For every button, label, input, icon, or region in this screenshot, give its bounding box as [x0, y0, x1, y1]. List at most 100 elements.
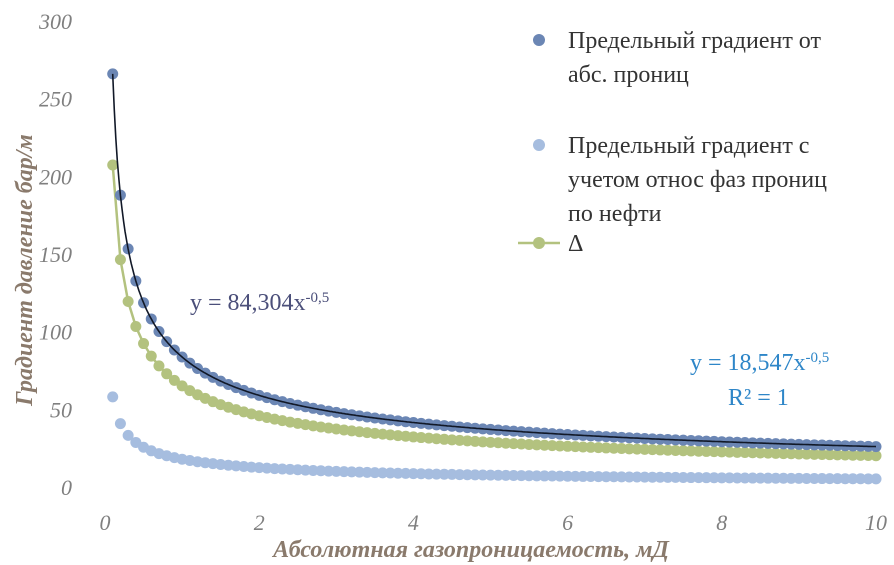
- data-point: [847, 449, 859, 461]
- data-point: [538, 470, 550, 482]
- y-axis-ticks: 0 50 100 150 200 250 300: [38, 9, 72, 500]
- data-point: [716, 472, 728, 484]
- data-point: [384, 467, 396, 479]
- data-point: [693, 472, 705, 484]
- data-point: [562, 440, 574, 452]
- y-tick-label: 200: [39, 164, 72, 189]
- data-point: [608, 442, 620, 454]
- legend-label: Предельный градиент от: [568, 28, 821, 54]
- data-point: [801, 472, 813, 484]
- data-point: [554, 470, 566, 482]
- data-point: [508, 469, 520, 481]
- data-point: [724, 446, 736, 458]
- data-point: [469, 469, 481, 481]
- data-point: [785, 472, 797, 484]
- data-point: [577, 470, 589, 482]
- data-point: [585, 441, 597, 453]
- x-tick-label: 6: [562, 510, 573, 535]
- data-point: [130, 320, 142, 332]
- data-point: [716, 446, 728, 458]
- data-point: [392, 467, 404, 479]
- data-point: [808, 448, 820, 460]
- data-point: [122, 429, 134, 441]
- data-point: [631, 471, 643, 483]
- data-point: [122, 296, 134, 308]
- trendline-equation-abs-base: y = 84,304x: [190, 290, 306, 316]
- data-point: [685, 445, 697, 457]
- trendline-equation-rel-exp: -0,5: [806, 350, 830, 366]
- data-point: [677, 471, 689, 483]
- data-point: [538, 439, 550, 451]
- data-point: [299, 464, 311, 476]
- data-point: [677, 445, 689, 457]
- data-point: [492, 469, 504, 481]
- data-point: [639, 471, 651, 483]
- y-axis-title: Градиент давление бар/м: [12, 134, 38, 407]
- data-point: [562, 470, 574, 482]
- data-point: [107, 68, 119, 80]
- legend-item: Δ: [518, 231, 583, 257]
- x-axis-title: Абсолютная газопроницаемость, мД: [271, 537, 670, 563]
- legend-dot-marker: [533, 34, 545, 46]
- data-point: [346, 466, 358, 478]
- data-point: [361, 466, 373, 478]
- data-point: [107, 159, 119, 171]
- data-point: [400, 467, 412, 479]
- data-point: [855, 473, 867, 485]
- data-point: [577, 441, 589, 453]
- legend-label: абс. прониц: [568, 62, 689, 88]
- data-point: [700, 472, 712, 484]
- data-point: [485, 469, 496, 481]
- data-point: [739, 472, 751, 484]
- data-point: [662, 471, 674, 483]
- data-point: [654, 471, 666, 483]
- data-point: [292, 464, 304, 476]
- data-point: [762, 472, 774, 484]
- data-point: [592, 442, 604, 454]
- trendline-equation-rel: y = 18,547x-0,5: [690, 350, 829, 376]
- data-point: [531, 470, 543, 482]
- data-point: [600, 471, 612, 483]
- data-point: [323, 465, 335, 477]
- data-point: [793, 472, 805, 484]
- data-point: [145, 350, 157, 362]
- data-point: [708, 446, 720, 458]
- data-point: [623, 471, 635, 483]
- data-point: [454, 469, 466, 481]
- data-point: [700, 445, 712, 457]
- y-tick-label: 50: [50, 397, 72, 422]
- data-point: [839, 473, 851, 485]
- x-tick-label: 10: [865, 510, 887, 535]
- data-point: [500, 469, 512, 481]
- trendline-equation-abs-exp: -0,5: [306, 290, 330, 306]
- data-point: [754, 472, 766, 484]
- data-point: [523, 470, 535, 482]
- data-point: [554, 440, 566, 452]
- data-point: [623, 443, 635, 455]
- legend-dot-marker: [533, 139, 545, 151]
- legend-label: Предельный градиент с: [568, 133, 809, 159]
- data-point: [808, 473, 820, 485]
- legend-label: Δ: [568, 231, 583, 257]
- data-point: [731, 472, 743, 484]
- data-point: [446, 468, 458, 480]
- series-1: [107, 391, 882, 485]
- data-point: [855, 449, 867, 461]
- data-point: [816, 449, 828, 461]
- data-point: [592, 471, 604, 483]
- data-point: [870, 473, 882, 485]
- data-point: [353, 466, 365, 478]
- legend-label: учетом относ фаз прониц: [568, 167, 827, 193]
- y-tick-label: 300: [38, 9, 72, 34]
- data-point: [431, 468, 443, 480]
- data-point: [608, 471, 620, 483]
- data-point: [569, 441, 581, 453]
- data-point: [107, 391, 119, 403]
- x-axis-ticks: 0 2 4 6 8 10: [100, 510, 888, 535]
- data-point: [369, 467, 381, 479]
- data-point: [847, 473, 859, 485]
- data-point: [114, 254, 126, 266]
- data-point: [754, 447, 766, 459]
- data-point: [731, 446, 743, 458]
- data-point: [747, 472, 759, 484]
